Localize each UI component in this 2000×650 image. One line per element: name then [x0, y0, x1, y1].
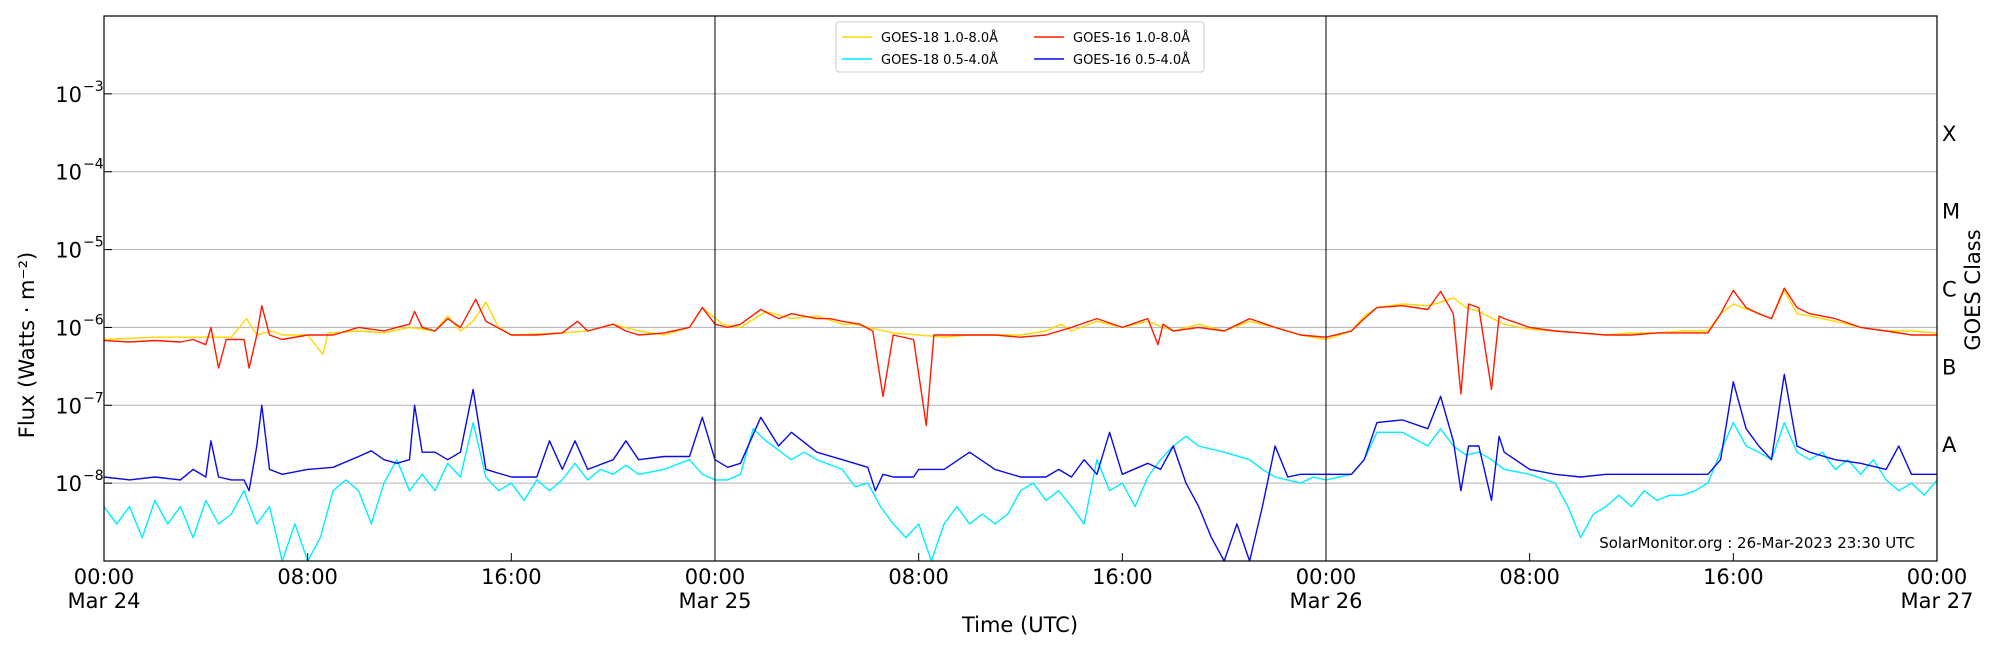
plot-frame [103, 15, 1938, 562]
goes-class-label: C [1942, 278, 1957, 302]
legend-label: GOES-18 0.5-4.0Å [881, 52, 998, 68]
series-line [103, 287, 1937, 427]
y-tick-exponent: −5 [83, 235, 104, 251]
y-tick-exponent: −3 [83, 79, 104, 95]
x-tick-label: 00:00 [1907, 565, 1968, 589]
x-tick-label: 08:00 [888, 565, 949, 589]
x-tick-date-label: Mar 27 [1900, 589, 1973, 613]
legend-label: GOES-16 1.0-8.0Å [1073, 30, 1190, 46]
y-tick-label: 10 [55, 161, 82, 185]
x-tick-date-label: Mar 24 [67, 589, 140, 613]
goes-class-label: M [1942, 200, 1960, 224]
y-tick-exponent: −7 [83, 390, 104, 406]
goes-class-axis: A B C M X [1942, 122, 1960, 457]
x-tick-date-label: Mar 25 [678, 589, 751, 613]
day-boundaries [714, 16, 1327, 561]
x-tick-label: 16:00 [1703, 565, 1764, 589]
goes-class-label: A [1942, 433, 1957, 457]
legend-label: GOES-16 0.5-4.0Å [1073, 52, 1190, 68]
x-tick-date-label: Mar 26 [1289, 589, 1362, 613]
x-tick-label: 00:00 [74, 565, 135, 589]
series-line [103, 421, 1938, 562]
series-lines [103, 287, 1938, 562]
x-axis-title: Time (UTC) [961, 613, 1078, 637]
x-tick-label: 00:00 [685, 565, 746, 589]
legend-label: GOES-18 1.0-8.0Å [881, 30, 998, 46]
x-tick-label: 08:00 [277, 565, 338, 589]
x-tick-label: 16:00 [1092, 565, 1153, 589]
y-axis-title: Flux (Watts · m⁻²) [15, 252, 39, 438]
y-tick-label: 10 [55, 239, 82, 263]
y-tick-label: 10 [55, 472, 82, 496]
y-tick-label: 10 [55, 83, 82, 107]
x-tick-label: 00:00 [1296, 565, 1357, 589]
y-tick-exponent: −8 [83, 468, 104, 484]
legend-box [835, 21, 1205, 73]
right-axis-title: GOES Class [1961, 229, 1985, 350]
goes-class-label: X [1942, 122, 1956, 146]
x-tick-label: 16:00 [481, 565, 542, 589]
credit-text: SolarMonitor.org : 26-Mar-2023 23:30 UTC [1599, 534, 1915, 552]
y-tick-label: 10 [55, 316, 82, 340]
y-axis: 10−810−710−610−510−410−3 [55, 79, 112, 496]
series-line [103, 373, 1937, 562]
goes-class-label: B [1942, 355, 1956, 379]
y-tick-exponent: −4 [83, 157, 104, 173]
legend: GOES-18 1.0-8.0Å GOES-16 1.0-8.0Å GOES-1… [835, 21, 1205, 73]
y-tick-exponent: −6 [83, 312, 104, 328]
y-tick-label: 10 [55, 394, 82, 418]
x-tick-label: 08:00 [1499, 565, 1560, 589]
